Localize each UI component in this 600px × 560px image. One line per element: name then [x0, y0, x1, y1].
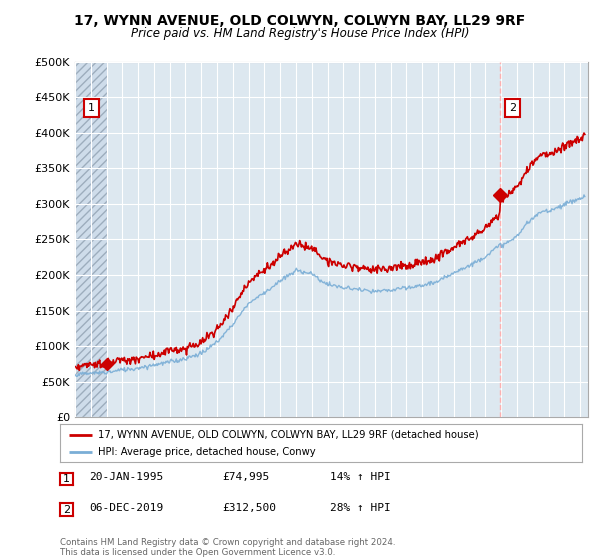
Text: 20-JAN-1995: 20-JAN-1995: [89, 472, 163, 482]
Text: Contains HM Land Registry data © Crown copyright and database right 2024.
This d: Contains HM Land Registry data © Crown c…: [60, 538, 395, 557]
Text: 17, WYNN AVENUE, OLD COLWYN, COLWYN BAY, LL29 9RF (detached house): 17, WYNN AVENUE, OLD COLWYN, COLWYN BAY,…: [98, 430, 478, 440]
Text: 14% ↑ HPI: 14% ↑ HPI: [330, 472, 391, 482]
Text: HPI: Average price, detached house, Conwy: HPI: Average price, detached house, Conw…: [98, 447, 315, 458]
Text: 1: 1: [63, 474, 70, 484]
Text: 2: 2: [509, 104, 516, 113]
Text: £74,995: £74,995: [222, 472, 269, 482]
Text: 06-DEC-2019: 06-DEC-2019: [89, 503, 163, 513]
Text: £312,500: £312,500: [222, 503, 276, 513]
Text: 28% ↑ HPI: 28% ↑ HPI: [330, 503, 391, 513]
Text: 2: 2: [63, 505, 70, 515]
Bar: [75, 62, 107, 417]
Text: 1: 1: [88, 104, 95, 113]
Text: 17, WYNN AVENUE, OLD COLWYN, COLWYN BAY, LL29 9RF: 17, WYNN AVENUE, OLD COLWYN, COLWYN BAY,…: [74, 14, 526, 28]
Text: Price paid vs. HM Land Registry's House Price Index (HPI): Price paid vs. HM Land Registry's House …: [131, 27, 469, 40]
